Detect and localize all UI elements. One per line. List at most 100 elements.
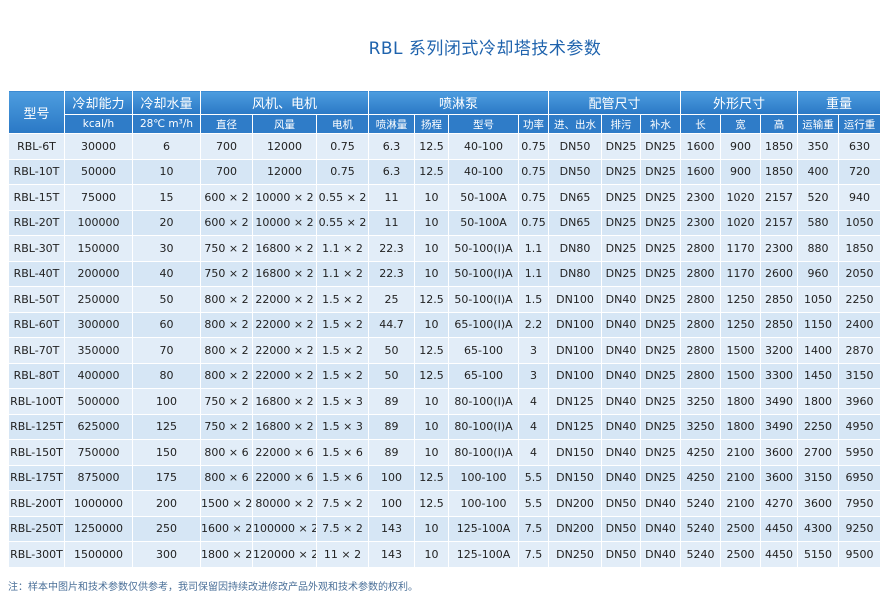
data-cell: 3200 [760, 337, 799, 364]
data-cell: 2100 [720, 490, 762, 517]
data-cell: 12.5 [414, 158, 450, 185]
subheader-cell: 型号 [448, 114, 520, 134]
data-cell: 700 [200, 158, 253, 185]
data-cell: 2800 [680, 260, 722, 287]
data-cell: 900 [720, 158, 762, 185]
data-cell: 22.3 [368, 260, 416, 287]
data-cell: 100-100 [448, 464, 520, 491]
data-cell: 12.5 [414, 490, 450, 517]
data-cell: 400 [797, 158, 840, 185]
data-cell: DN40 [601, 413, 642, 440]
data-cell: 10 [414, 388, 450, 415]
data-cell: 900 [720, 133, 762, 160]
data-cell: 4250 [680, 439, 722, 466]
data-cell: 125-100A [448, 541, 520, 568]
subheader-cell: 运输重 [797, 114, 840, 134]
data-cell: DN25 [640, 464, 682, 491]
subheader-cell: 补水 [640, 114, 682, 134]
data-cell: DN100 [548, 311, 603, 338]
data-cell: 875000 [64, 464, 133, 491]
data-cell: 4 [518, 413, 550, 440]
data-cell: 100 [368, 464, 416, 491]
data-cell: 16800 × 2 [252, 413, 317, 440]
data-cell: 2.2 [518, 311, 550, 338]
data-cell: 50000 [64, 158, 133, 185]
data-cell: 15 [132, 184, 201, 211]
header-cell: 型号 [8, 90, 65, 134]
data-cell: 600 × 2 [200, 209, 253, 236]
data-cell: 350 [797, 133, 840, 160]
data-cell: 1800 × 2 [200, 541, 253, 568]
subheader-cell: 功率 [518, 114, 550, 134]
data-cell: 22.3 [368, 235, 416, 262]
data-cell: 89 [368, 439, 416, 466]
data-cell: 750 × 2 [200, 413, 253, 440]
data-cell: 10 [132, 158, 201, 185]
model-cell: RBL-60T [8, 311, 65, 338]
data-cell: 12.5 [414, 464, 450, 491]
data-row: RBL-200T 1000000 200 1500 × 2 80000 × 2 7.5 ×… [8, 490, 882, 517]
data-cell: 0.75 [518, 133, 550, 160]
subheader-cell: 长 [680, 114, 722, 134]
spec-table: 型号 冷却能力 冷却水量 风机、电机 喷淋泵 配管尺寸 外形尺寸 重量 kcal/h 28℃ m³… [8, 90, 882, 568]
data-cell: 2800 [680, 286, 722, 313]
data-cell: 6 [132, 133, 201, 160]
data-cell: 10 [414, 184, 450, 211]
data-row: RBL-70T 350000 70 800 × 2 22000 × 2 1.5 × 2 50… [8, 337, 882, 364]
data-cell: DN65 [548, 184, 603, 211]
data-cell: 750 × 2 [200, 388, 253, 415]
data-cell: 150000 [64, 235, 133, 262]
data-cell: 1500 × 2 [200, 490, 253, 517]
data-cell: 10 [414, 439, 450, 466]
data-cell: 80000 × 2 [252, 490, 317, 517]
data-cell: 50 [132, 286, 201, 313]
data-cell: 800 × 2 [200, 362, 253, 389]
header-cell: 外形尺寸 [680, 90, 799, 115]
data-cell: 750000 [64, 439, 133, 466]
data-cell: 50 [368, 362, 416, 389]
data-cell: 2800 [680, 337, 722, 364]
data-cell: 2100 [720, 464, 762, 491]
data-cell: 125 [132, 413, 201, 440]
data-cell: 0.75 [315, 133, 370, 160]
data-cell: 1600 [680, 133, 722, 160]
data-cell: 4250 [680, 464, 722, 491]
data-cell: 4450 [760, 515, 799, 542]
data-cell: 625000 [64, 413, 133, 440]
data-cell: 1.5 × 3 [315, 413, 370, 440]
data-cell: 11 [368, 184, 416, 211]
data-row: RBL-60T 300000 60 800 × 2 22000 × 2 1.5 × 2 44… [8, 311, 882, 338]
data-cell: 1050 [797, 286, 840, 313]
data-cell: 2800 [680, 311, 722, 338]
data-cell: 1600 × 2 [200, 515, 253, 542]
data-cell: 0.75 [518, 158, 550, 185]
data-cell: 12.5 [414, 337, 450, 364]
data-cell: 2870 [838, 337, 882, 364]
data-cell: DN25 [640, 337, 682, 364]
data-cell: 4270 [760, 490, 799, 517]
data-cell: 60 [132, 311, 201, 338]
model-cell: RBL-20T [8, 209, 65, 236]
data-cell: DN200 [548, 515, 603, 542]
data-cell: 10 [414, 260, 450, 287]
data-cell: 2500 [720, 541, 762, 568]
data-cell: 0.55 × 2 [315, 209, 370, 236]
data-cell: 880 [797, 235, 840, 262]
data-cell: 65-100(I)A [448, 311, 520, 338]
data-cell: 3490 [760, 413, 799, 440]
data-row: RBL-100T 500000 100 750 × 2 16800 × 2 1.5 × 3… [8, 388, 882, 415]
data-cell: 100-100 [448, 490, 520, 517]
data-cell: 800 × 2 [200, 286, 253, 313]
model-cell: RBL-250T [8, 515, 65, 542]
data-row: RBL-150T 750000 150 800 × 6 22000 × 6 1.5 × 6… [8, 439, 882, 466]
data-cell: 1150 [797, 311, 840, 338]
data-cell: DN25 [640, 209, 682, 236]
data-cell: DN25 [601, 158, 642, 185]
data-cell: DN100 [548, 286, 603, 313]
data-cell: 2300 [680, 209, 722, 236]
data-cell: 2700 [797, 439, 840, 466]
model-cell: RBL-200T [8, 490, 65, 517]
data-cell: 960 [797, 260, 840, 287]
data-cell: 1500 [720, 337, 762, 364]
data-cell: 16800 × 2 [252, 235, 317, 262]
